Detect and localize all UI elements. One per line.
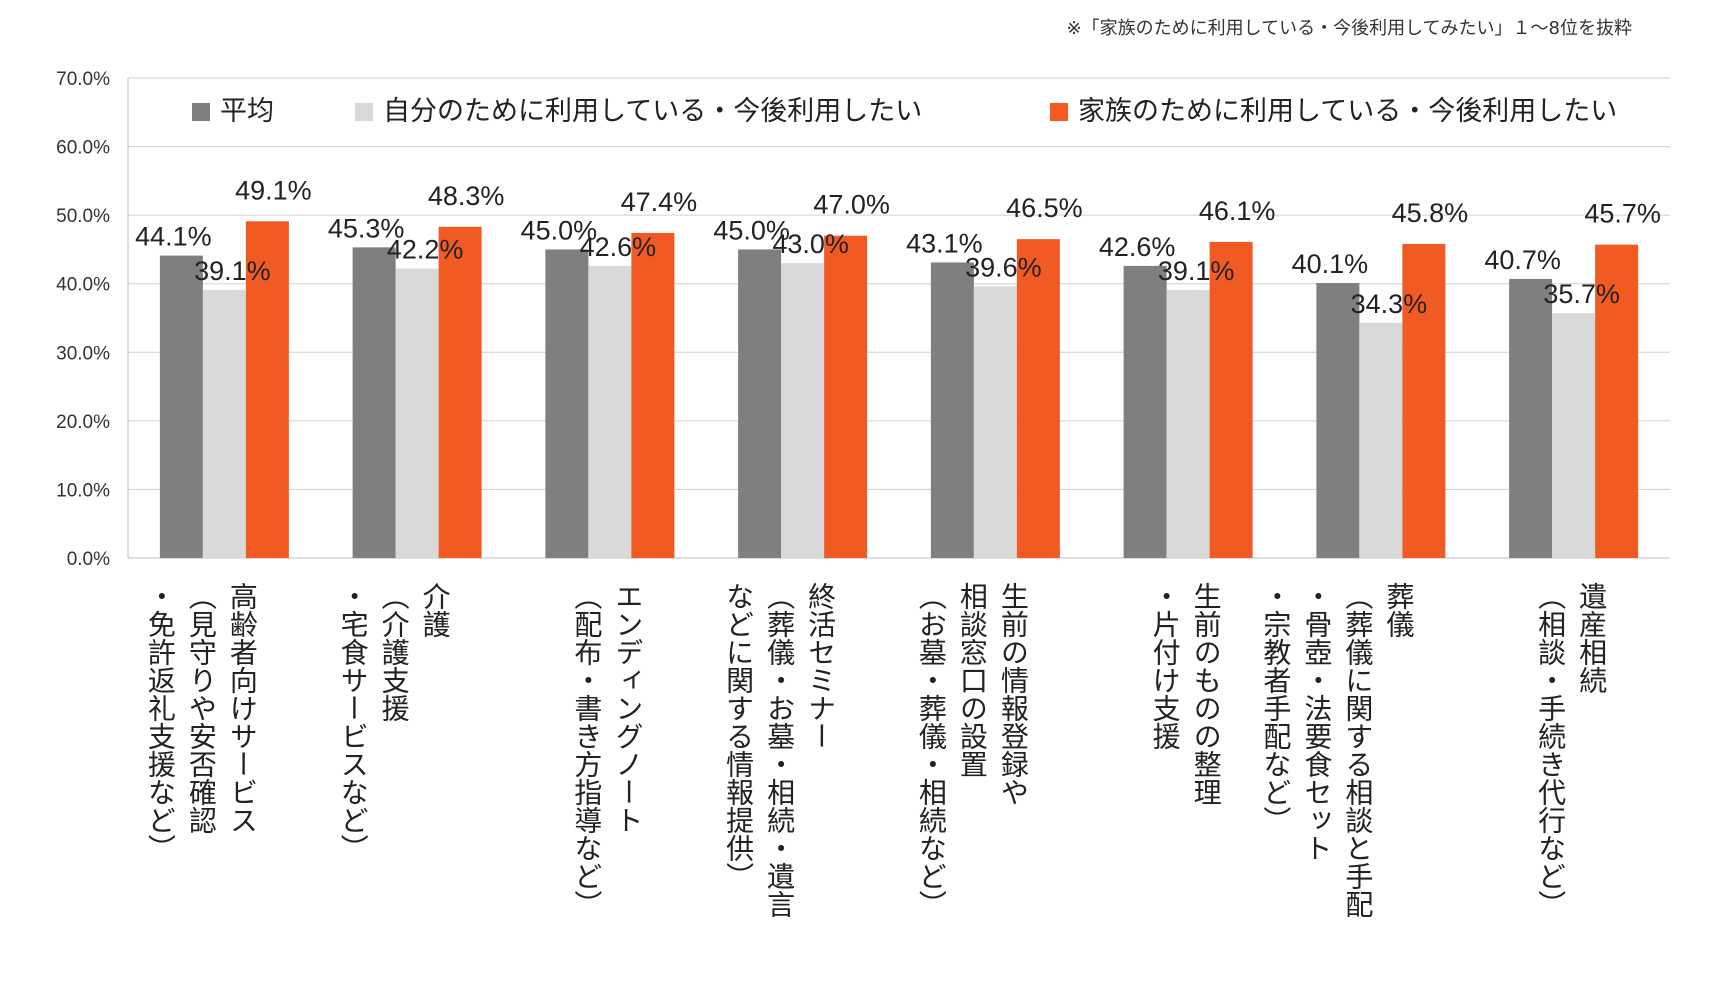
data-label: 49.1% <box>235 175 312 205</box>
bar-1-8 <box>1509 278 1553 558</box>
data-label: 46.1% <box>1199 196 1276 226</box>
data-label: 48.3% <box>428 181 505 211</box>
x-category-label: （見守りや安否確認 <box>185 582 218 834</box>
x-category-label: 高齢者向けサービス <box>226 582 259 834</box>
x-category-label: ・免許返礼支援など） <box>144 582 177 862</box>
bar-3-4 <box>824 235 868 558</box>
bar-2-2 <box>395 268 439 558</box>
data-label: 45.3% <box>328 213 405 243</box>
bar-2-1 <box>202 289 246 558</box>
data-label: 45.7% <box>1584 199 1661 229</box>
bar-1-6 <box>1123 265 1167 558</box>
data-label: 42.2% <box>387 235 464 265</box>
bar-1-1 <box>159 255 203 558</box>
y-tick-label: 50.0% <box>56 206 110 227</box>
bar-2-3 <box>588 265 632 558</box>
bar-3-2 <box>438 226 482 559</box>
x-category-label: （お墓・葬儀・相続など） <box>915 582 948 918</box>
legend-label-3: 家族のために利用している・今後利用したい <box>1078 96 1617 127</box>
x-category-label: 相談窓口の設置 <box>956 582 989 778</box>
x-category-label: ・宗教者手配など） <box>1259 582 1292 834</box>
bar-2-8 <box>1552 313 1596 558</box>
legend-swatch-2 <box>355 103 373 121</box>
bar-3-1 <box>245 221 289 559</box>
legend-swatch-3 <box>1050 103 1068 121</box>
data-label: 45.0% <box>713 215 790 245</box>
x-category-label: 葬儀 <box>1382 582 1415 638</box>
y-tick-label: 60.0% <box>56 138 110 159</box>
data-label: 39.6% <box>965 252 1042 282</box>
data-label: 43.1% <box>906 228 983 258</box>
x-category-label: （配布・書き方指導など） <box>570 582 603 918</box>
bar-2-7 <box>1359 322 1403 558</box>
y-tick-label: 20.0% <box>56 412 110 433</box>
bar-1-4 <box>738 249 782 558</box>
data-label: 40.7% <box>1484 245 1561 275</box>
x-category-label: （葬儀に関する相談と手配 <box>1341 582 1374 918</box>
data-label: 39.1% <box>194 256 271 286</box>
data-label: 42.6% <box>580 232 657 262</box>
y-tick-label: 40.0% <box>56 275 110 296</box>
bar-1-2 <box>352 247 396 558</box>
legend-label-2: 自分のために利用している・今後利用したい <box>383 96 922 127</box>
x-category-label: ・宅食サービスなど） <box>337 582 370 862</box>
x-category-label: （介護支援 <box>378 582 411 722</box>
bar-1-3 <box>545 249 589 558</box>
x-category-label: 生前のものの整理 <box>1190 582 1223 806</box>
y-tick-label: 70.0% <box>56 69 110 90</box>
x-category-label: 遺産相続 <box>1575 582 1608 694</box>
data-label: 34.3% <box>1351 289 1428 319</box>
x-category-label: （相談・手続き代行など） <box>1534 582 1567 918</box>
data-label: 43.0% <box>772 229 849 259</box>
data-label: 47.0% <box>813 190 890 220</box>
bar-2-4 <box>781 263 825 558</box>
data-label: 42.6% <box>1099 232 1176 262</box>
data-label: 45.8% <box>1392 198 1469 228</box>
bar-3-7 <box>1402 243 1446 558</box>
x-category-label: 終活セミナー <box>804 582 837 750</box>
x-category-label: などに関する情報提供） <box>722 582 755 890</box>
data-label: 44.1% <box>135 222 212 252</box>
x-category-label: ・片付け支援 <box>1149 582 1182 750</box>
bar-3-8 <box>1595 244 1639 558</box>
x-category-label: （葬儀・お墓・相続・遺言 <box>763 582 796 918</box>
bar-2-6 <box>1166 289 1210 558</box>
y-tick-label: 10.0% <box>56 480 110 501</box>
bar-3-6 <box>1209 241 1253 558</box>
bar-1-7 <box>1316 283 1360 558</box>
legend-label-1: 平均 <box>220 96 274 127</box>
bar-3-3 <box>631 232 675 558</box>
bar-2-5 <box>973 286 1017 558</box>
y-tick-label: 0.0% <box>67 549 110 570</box>
x-category-label: エンディングノート <box>611 582 644 834</box>
data-label: 39.1% <box>1158 256 1235 286</box>
bar-3-5 <box>1016 239 1060 558</box>
x-category-label: ・骨壺・法要食セット <box>1300 582 1333 862</box>
legend-swatch-1 <box>192 103 210 121</box>
x-category-label: 介護 <box>419 582 452 638</box>
chart-note: ※「家族のために利用している・今後利用してみたい」１～8位を抜粋 <box>1066 18 1632 39</box>
data-label: 45.0% <box>521 215 598 245</box>
y-tick-label: 30.0% <box>56 343 110 364</box>
x-category-label: 生前の情報登録や <box>997 582 1030 806</box>
bar-1-5 <box>930 262 974 558</box>
data-label: 35.7% <box>1543 279 1620 309</box>
data-label: 47.4% <box>621 187 698 217</box>
data-label: 40.1% <box>1292 249 1369 279</box>
data-label: 46.5% <box>1006 193 1083 223</box>
